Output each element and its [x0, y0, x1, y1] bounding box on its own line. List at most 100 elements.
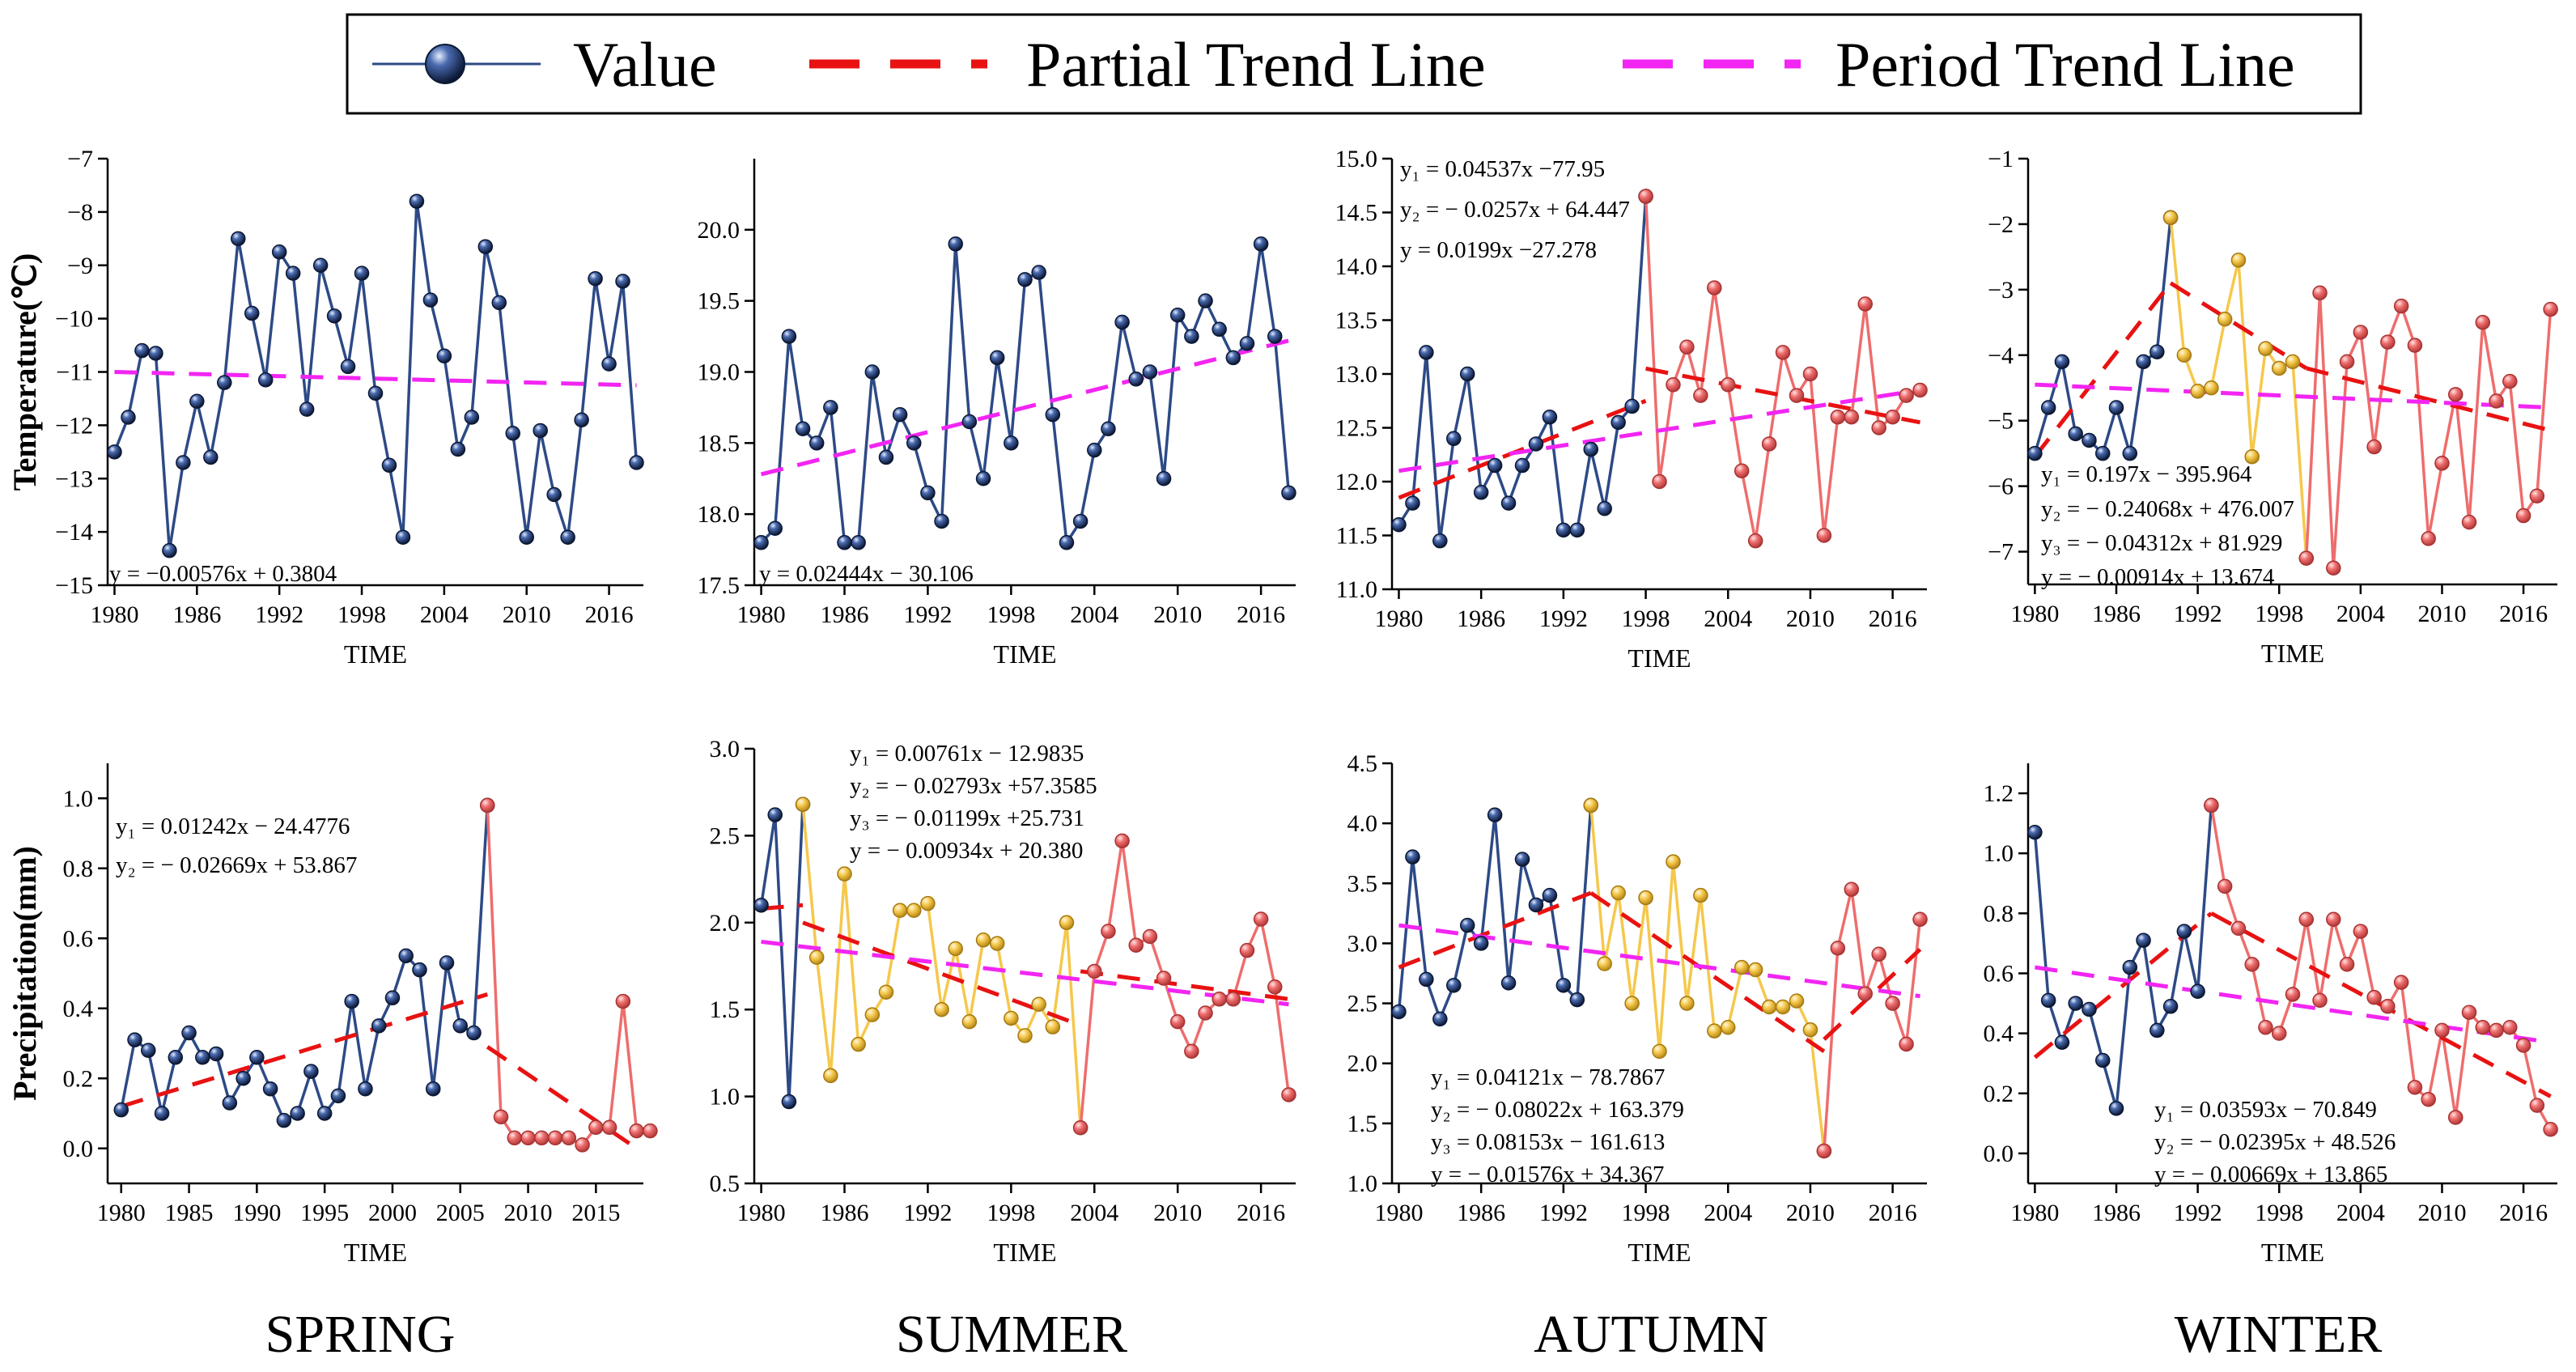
y-tick-label: −3: [1988, 277, 2014, 304]
x-tick-label: 1998: [987, 1200, 1035, 1226]
data-point: [948, 236, 963, 252]
y-tick-label: −9: [67, 253, 93, 279]
y-tick-label: 1.0: [1984, 840, 2014, 867]
data-point: [1679, 339, 1695, 355]
data-point: [354, 265, 370, 281]
data-point: [1652, 474, 1667, 490]
data-point: [1487, 457, 1503, 474]
trend-equation: y₁ = 0.197x − 395.964: [2041, 461, 2252, 487]
data-point: [2162, 210, 2179, 226]
x-tick-label: 1980: [90, 601, 138, 628]
data-point: [2421, 1091, 2436, 1107]
y-tick-label: 13.5: [1335, 308, 1378, 334]
y-tick-label: −7: [1988, 539, 2014, 566]
data-point: [1542, 409, 1558, 425]
data-point: [231, 231, 246, 247]
x-tick-label: 1980: [737, 601, 786, 628]
data-point: [208, 1046, 224, 1062]
x-tick-label: 2010: [1153, 1200, 1202, 1226]
data-point: [2515, 508, 2531, 524]
data-point: [1528, 436, 1544, 452]
data-point: [1446, 431, 1462, 447]
data-point: [1128, 937, 1144, 953]
data-point: [507, 1130, 523, 1146]
x-tick-label: 1980: [1374, 605, 1423, 632]
series-line: [1823, 887, 1922, 1152]
x-tick-label: 1980: [737, 1200, 786, 1226]
data-point: [1059, 535, 1075, 550]
data-point: [107, 444, 122, 460]
data-point: [326, 308, 342, 324]
series-line: [1644, 196, 1921, 542]
y-tick-label: 20.0: [698, 217, 741, 244]
data-point: [2271, 1026, 2287, 1041]
y-tick-label: 19.0: [698, 359, 741, 386]
x-tick-label: 1986: [2092, 601, 2141, 627]
data-point: [808, 435, 825, 451]
data-point: [381, 457, 397, 474]
trend-equation: y₃ = − 0.01199x +25.731: [850, 805, 1084, 831]
x-tick-label: 1986: [821, 1200, 869, 1226]
x-tick-label: 2004: [1704, 605, 1752, 632]
x-tick-label: 2004: [2336, 601, 2385, 627]
data-point: [629, 455, 644, 470]
x-tick-label: 1980: [97, 1200, 146, 1226]
y-tick-label: 0.4: [63, 996, 94, 1022]
data-point: [906, 435, 922, 451]
data-point: [1239, 336, 1255, 351]
data-point: [2027, 825, 2043, 840]
x-tick-label: 1998: [2255, 601, 2303, 627]
y-tick-label: 18.0: [698, 501, 741, 528]
data-point: [2285, 354, 2301, 370]
data-point: [1059, 915, 1075, 931]
data-point: [493, 1109, 509, 1125]
data-point: [1816, 528, 1832, 543]
data-point: [948, 941, 963, 957]
data-point: [1652, 1043, 1667, 1060]
data-point: [808, 949, 825, 966]
data-point: [1775, 999, 1791, 1015]
data-point: [2040, 400, 2056, 415]
data-point: [450, 441, 466, 457]
x-tick-label: 1992: [1539, 1200, 1588, 1226]
data-point: [1707, 1023, 1722, 1039]
data-point: [2217, 312, 2233, 327]
y-tick-label: 14.0: [1335, 253, 1378, 280]
data-point: [1004, 1010, 1019, 1026]
y-tick-label: 0.8: [63, 856, 94, 882]
x-tick-label: 2004: [1070, 1200, 1118, 1226]
data-point: [1885, 996, 1900, 1011]
data-point: [1114, 314, 1130, 330]
data-point: [1419, 971, 1434, 988]
data-point: [767, 520, 783, 536]
x-tick-label: 1998: [987, 601, 1035, 628]
data-point: [1707, 280, 1722, 295]
x-tick-label: 1986: [172, 601, 221, 628]
data-point: [1253, 911, 1269, 927]
season-label-spring: SPRING: [265, 1305, 456, 1364]
data-point: [1405, 495, 1420, 511]
data-point: [1500, 495, 1517, 511]
y-tick-label: 12.0: [1335, 469, 1378, 495]
data-point: [851, 535, 866, 550]
data-point: [477, 239, 494, 254]
data-point: [2461, 1005, 2477, 1020]
trend-equation: y₂ = − 0.02669x + 53.867: [116, 852, 357, 878]
data-point: [961, 1013, 978, 1030]
data-point: [1031, 996, 1046, 1013]
data-point: [2149, 344, 2165, 359]
data-point: [312, 257, 329, 273]
data-point: [864, 1007, 881, 1022]
data-point: [629, 1123, 644, 1139]
y-tick-label: −15: [55, 572, 93, 599]
x-tick-label: 2016: [1869, 605, 1917, 632]
data-point: [2162, 999, 2179, 1014]
data-point: [2461, 514, 2477, 530]
trend-equation: y₂ = − 0.0257x + 64.447: [1400, 197, 1630, 223]
data-point: [1693, 887, 1708, 903]
data-point: [1857, 296, 1873, 312]
data-point: [1761, 999, 1777, 1015]
data-point: [2204, 380, 2219, 396]
data-point: [961, 414, 978, 430]
series-line: [2033, 805, 2213, 1111]
